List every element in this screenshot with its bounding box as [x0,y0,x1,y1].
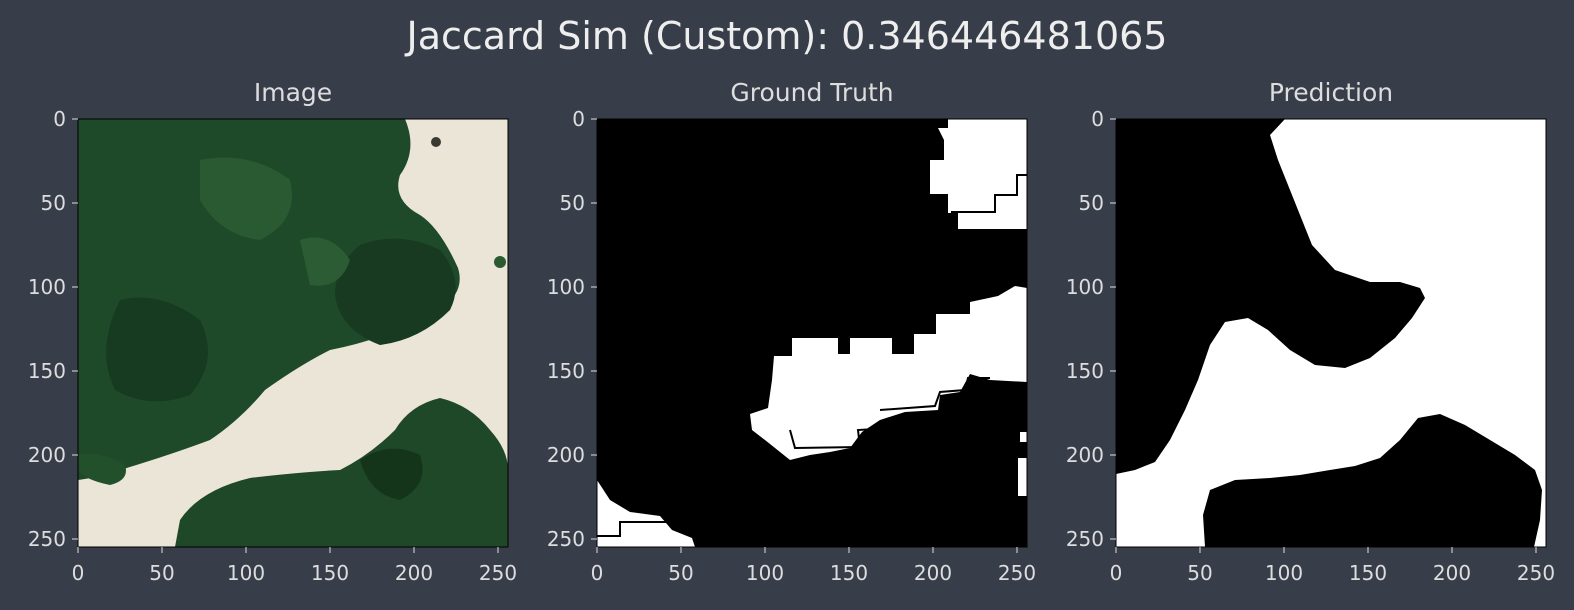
panel-title-ground-truth: Ground Truth [730,78,894,107]
gt-xtick-50: 50 [668,561,693,585]
image-xtick-100: 100 [227,561,265,585]
pred-xtick-100: 100 [1265,561,1303,585]
image-xtick-150: 150 [311,561,349,585]
image-axis-ticks [72,118,499,553]
panel-title-prediction: Prediction [1268,78,1394,107]
gt-ytick-200: 200 [547,443,585,467]
gt-xtick-0: 0 [591,561,604,585]
image-xtick-200: 200 [395,561,433,585]
image-ytick-0: 0 [53,107,66,131]
figure-title: Jaccard Sim (Custom): 0.346446481065 [406,14,1168,58]
image-xtick-250: 250 [479,561,517,585]
image-xtick-0: 0 [72,561,85,585]
pred-ytick-0: 0 [1091,107,1104,131]
pred-ytick-100: 100 [1066,275,1104,299]
gt-xtick-150: 150 [830,561,868,585]
panel-title-image: Image [253,78,333,107]
pred-ytick-50: 50 [1079,191,1104,215]
aerial-image [78,119,508,547]
gt-ytick-50: 50 [560,191,585,215]
image-xtick-50: 50 [149,561,174,585]
pred-ytick-200: 200 [1066,443,1104,467]
pred-xtick-250: 250 [1517,561,1555,585]
pred-xtick-200: 200 [1433,561,1471,585]
gt-ytick-100: 100 [547,275,585,299]
gt-ytick-150: 150 [547,359,585,383]
pred-ytick-250: 250 [1066,527,1104,551]
prediction-axis-ticks [1110,118,1537,553]
pred-ytick-150: 150 [1066,359,1104,383]
prediction-mask [1116,119,1546,547]
gt-ytick-0: 0 [572,107,585,131]
image-ytick-100: 100 [28,275,66,299]
gt-xtick-200: 200 [914,561,952,585]
pred-xtick-0: 0 [1110,561,1123,585]
image-ytick-200: 200 [28,443,66,467]
pred-xtick-150: 150 [1349,561,1387,585]
image-ytick-150: 150 [28,359,66,383]
gt-xtick-250: 250 [998,561,1036,585]
pred-xtick-50: 50 [1187,561,1212,585]
gt-xtick-100: 100 [746,561,784,585]
image-ytick-250: 250 [28,527,66,551]
ground-truth-axis-ticks [591,118,1018,553]
ground-truth-mask [597,119,1027,547]
gt-ytick-250: 250 [547,527,585,551]
image-ytick-50: 50 [41,191,66,215]
